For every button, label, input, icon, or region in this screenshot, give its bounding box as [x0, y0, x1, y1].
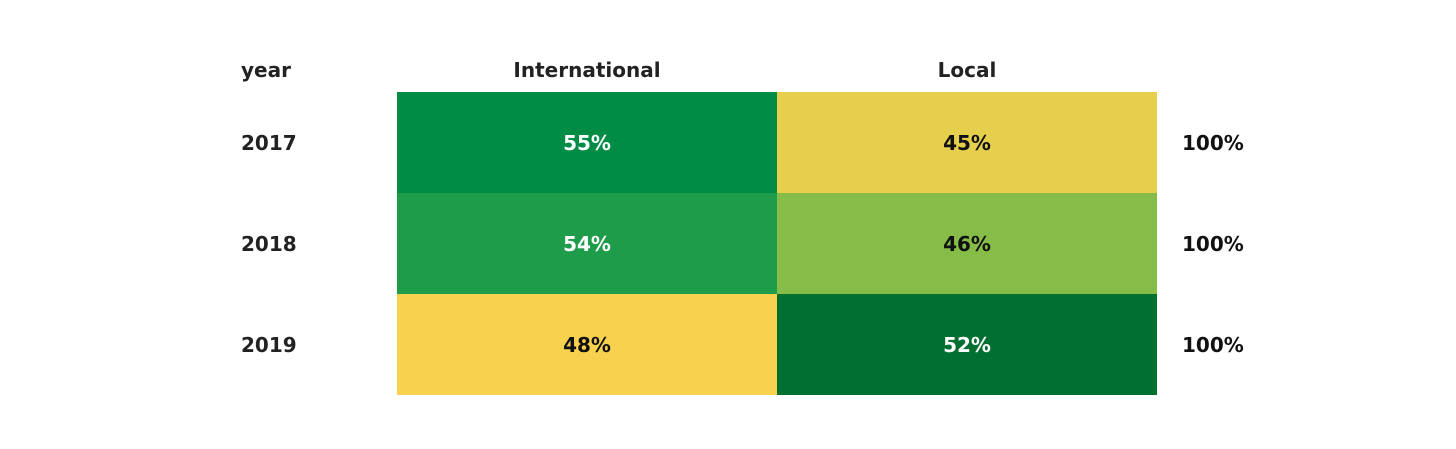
row-total: 100%: [1182, 332, 1244, 357]
row-year: 2018: [241, 231, 297, 256]
row-total: 100%: [1182, 130, 1244, 155]
row-year: 2019: [241, 332, 297, 357]
heat-cell: 48%: [397, 294, 777, 395]
header-year: year: [241, 58, 291, 82]
row-year: 2017: [241, 130, 297, 155]
heat-cell: 54%: [397, 193, 777, 294]
header-column: Local: [937, 58, 997, 82]
heat-cell: 45%: [777, 92, 1157, 193]
row-total: 100%: [1182, 231, 1244, 256]
heat-cell: 55%: [397, 92, 777, 193]
heat-cell: 52%: [777, 294, 1157, 395]
heat-cell: 46%: [777, 193, 1157, 294]
header-column: International: [513, 58, 661, 82]
